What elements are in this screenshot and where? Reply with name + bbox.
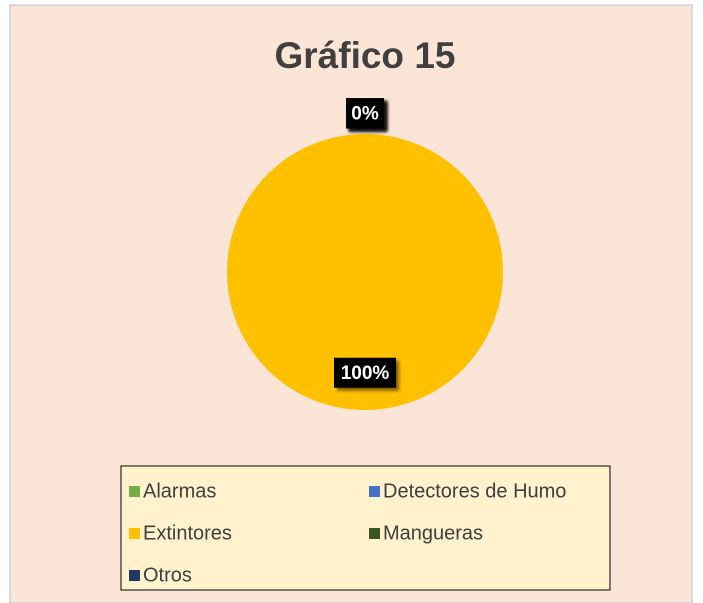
legend-swatch: [129, 570, 140, 581]
data-label-box: [346, 98, 384, 129]
legend-swatch: [369, 486, 380, 497]
legend: [120, 465, 611, 591]
legend-swatch: [129, 486, 140, 497]
data-label: 100%: [341, 363, 390, 384]
chart-title: Gráfico 15: [275, 35, 456, 76]
data-label-box: [334, 357, 396, 388]
legend-label: Mangueras: [383, 522, 483, 544]
legend-swatch: [369, 528, 380, 539]
legend-label: Alarmas: [143, 480, 216, 502]
data-label: 0%: [351, 103, 379, 124]
legend-label: Detectores de Humo: [383, 480, 566, 502]
legend-label: Extintores: [143, 522, 232, 544]
legend-label: Otros: [143, 564, 192, 586]
legend-swatch: [129, 528, 140, 539]
pie-slice: [227, 134, 503, 410]
